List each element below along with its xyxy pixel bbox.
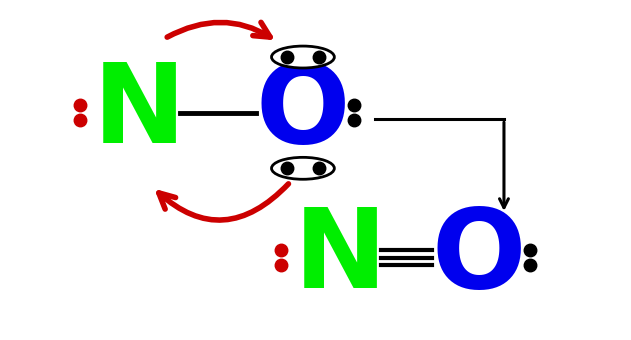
Text: N: N xyxy=(294,204,387,311)
Ellipse shape xyxy=(271,46,334,68)
Ellipse shape xyxy=(271,157,334,179)
Text: N: N xyxy=(93,59,186,166)
Text: O: O xyxy=(256,59,350,166)
Text: O: O xyxy=(432,204,526,311)
